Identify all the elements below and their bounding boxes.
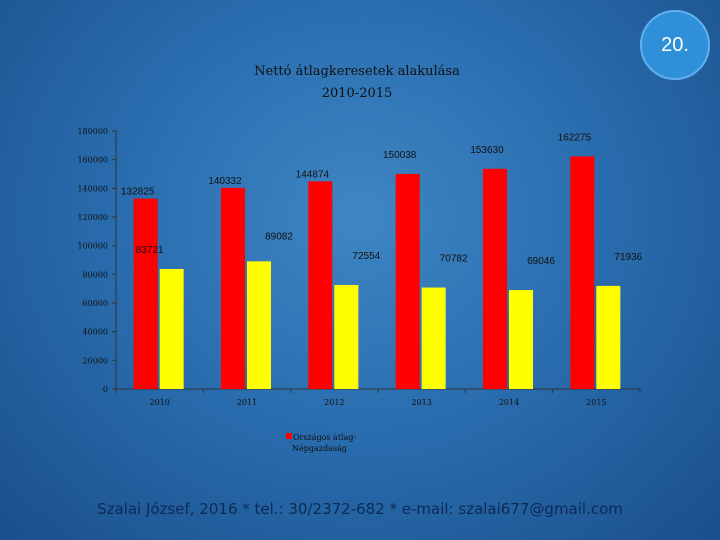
y-tick-label: 60000 (83, 299, 108, 308)
legend-swatch-orszagos (286, 433, 292, 439)
data-label-nepgazdasag: 71936 (614, 252, 642, 263)
bar-nepgazdasag-2010 (159, 268, 184, 389)
data-label-nepgazdasag: 89082 (265, 231, 293, 242)
bar-orszagos-2014 (483, 168, 507, 389)
y-axis-ticks: 0 20000 40000 60000 80000 100000 120000 140000 1… (77, 127, 116, 394)
bar-orszagos-2012 (308, 181, 333, 389)
bar-orszagos-2013 (395, 173, 420, 389)
bar-nepgazdasag-2011 (247, 261, 271, 389)
chart-title-line-1: Nettó átlagkeresetek alakulása (254, 64, 460, 79)
chart-title-line-2: 2010-2015 (322, 86, 393, 101)
data-label-nepgazdasag: 70782 (440, 254, 468, 265)
y-tick-label: 140000 (77, 184, 108, 193)
y-tick-label: 20000 (83, 356, 108, 365)
bar-chart: Nettó átlagkeresetek alakulása2010-2015 … (77, 64, 643, 453)
data-label-nepgazdasag: 69046 (527, 256, 555, 267)
data-label-nepgazdasag: 72554 (352, 251, 380, 262)
data-label-nepgazdasag: 83721 (136, 245, 164, 256)
bar-orszagos-2011 (221, 187, 245, 389)
data-label-orszagos: 162275 (558, 132, 592, 143)
x-tick-label: 2015 (586, 398, 606, 407)
bar-nepgazdasag-2014 (509, 290, 533, 389)
data-label-orszagos: 132825 (121, 187, 155, 198)
x-axis-ticks: 2010 2011 2012 2013 2014 2015 (115, 389, 641, 407)
y-tick-label: 80000 (83, 270, 108, 279)
bar-nepgazdasag-2012 (334, 285, 359, 389)
bars (133, 156, 621, 389)
y-tick-label: 160000 (77, 156, 108, 165)
x-tick-label: 2013 (411, 398, 431, 407)
y-tick-label: 100000 (77, 242, 108, 251)
x-tick-label: 2012 (324, 398, 344, 407)
y-tick-label: 120000 (77, 213, 108, 222)
data-label-orszagos: 153630 (470, 145, 504, 156)
legend: Országos átlag- Népgazdaság (286, 433, 356, 453)
bar-nepgazdasag-2013 (421, 287, 446, 389)
y-tick-label: 180000 (77, 127, 108, 136)
chart-title: Nettó átlagkeresetek alakulása 2010-2015 (254, 64, 460, 101)
data-label-orszagos: 140332 (208, 176, 242, 187)
legend-label-line-2: Népgazdaság (292, 444, 347, 453)
y-tick-label: 40000 (83, 328, 108, 337)
x-tick-label: 2011 (237, 398, 257, 407)
y-tick-label: 0 (103, 385, 108, 394)
x-tick-label: 2014 (499, 398, 519, 407)
bar-orszagos-2015 (570, 156, 595, 389)
x-tick-label: 2010 (149, 398, 169, 407)
bar-nepgazdasag-2015 (596, 285, 621, 389)
slide-number-badge: 20. (640, 10, 710, 80)
bar-orszagos-2010 (133, 198, 158, 389)
data-labels: 132825 83721 140332 89082 144874 72554 150038 7… (121, 132, 643, 267)
legend-label-line-1: Országos átlag- (293, 433, 356, 442)
footer-contact: Szalai József, 2016 * tel.: 30/2372-682 … (97, 500, 623, 518)
data-label-orszagos: 150038 (383, 150, 417, 161)
data-label-orszagos: 144874 (296, 169, 330, 180)
